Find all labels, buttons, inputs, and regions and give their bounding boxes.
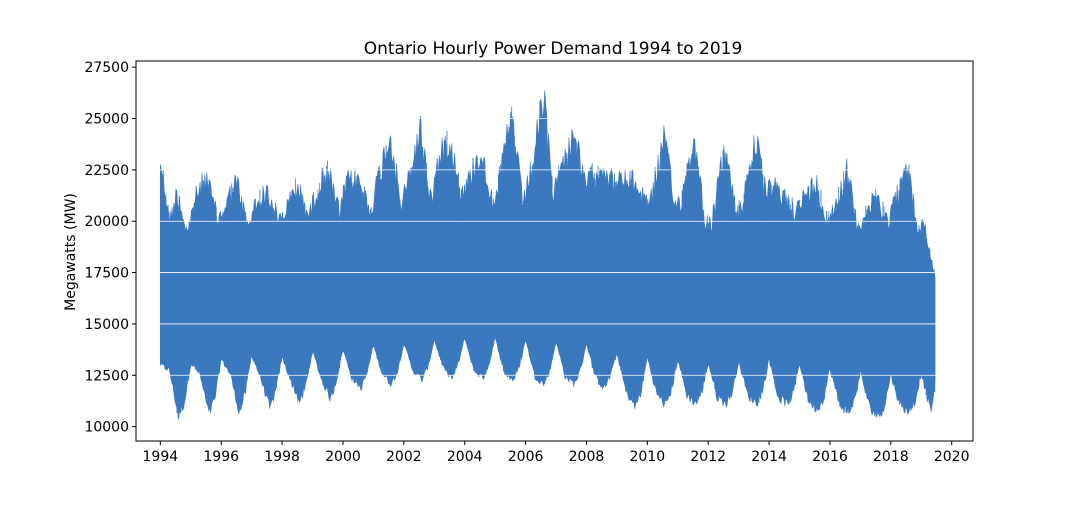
x-tick-label: 2004 [447, 449, 483, 465]
demand-series-spikes [159, 106, 936, 419]
y-tick-label: 12500 [84, 368, 129, 384]
x-tick-label: 1998 [264, 449, 300, 465]
y-tick-label: 20000 [84, 214, 129, 230]
grid-lines [136, 66, 973, 428]
x-tick-label: 2002 [386, 449, 422, 465]
y-tick-label: 10000 [84, 420, 129, 436]
x-axis: 1994 1996 1998 2000 2002 2004 2006 2008 2010 2012… [143, 441, 970, 465]
x-tick-label: 2012 [690, 449, 726, 465]
x-tick-label: 2014 [751, 449, 787, 465]
y-tick-label: 17500 [84, 266, 129, 282]
y-tick-label: 15000 [84, 317, 129, 333]
y-tick-label: 22500 [84, 163, 129, 179]
x-tick-label: 2008 [569, 449, 605, 465]
plot-frame [135, 60, 974, 442]
x-tick-label: 2016 [812, 449, 848, 465]
x-tick-label: 2010 [630, 449, 666, 465]
x-tick-label: 1996 [203, 449, 239, 465]
y-axis: 10000 12500 15000 17500 20000 22500 25000 27500 [84, 60, 136, 436]
y-tick-label: 25000 [84, 112, 129, 128]
x-tick-label: 1994 [143, 449, 179, 465]
chart-title: Ontario Hourly Power Demand 1994 to 2019 [364, 39, 743, 59]
plot-area [136, 66, 973, 428]
demand-series-line [159, 106, 936, 419]
y-tick-label: 27500 [84, 60, 129, 76]
x-tick-label: 2020 [934, 449, 970, 465]
y-axis-label: Megawatts (MW) [63, 193, 79, 311]
x-tick-label: 2018 [873, 449, 909, 465]
x-tick-label: 2000 [325, 449, 361, 465]
x-tick-label: 2006 [508, 449, 544, 465]
